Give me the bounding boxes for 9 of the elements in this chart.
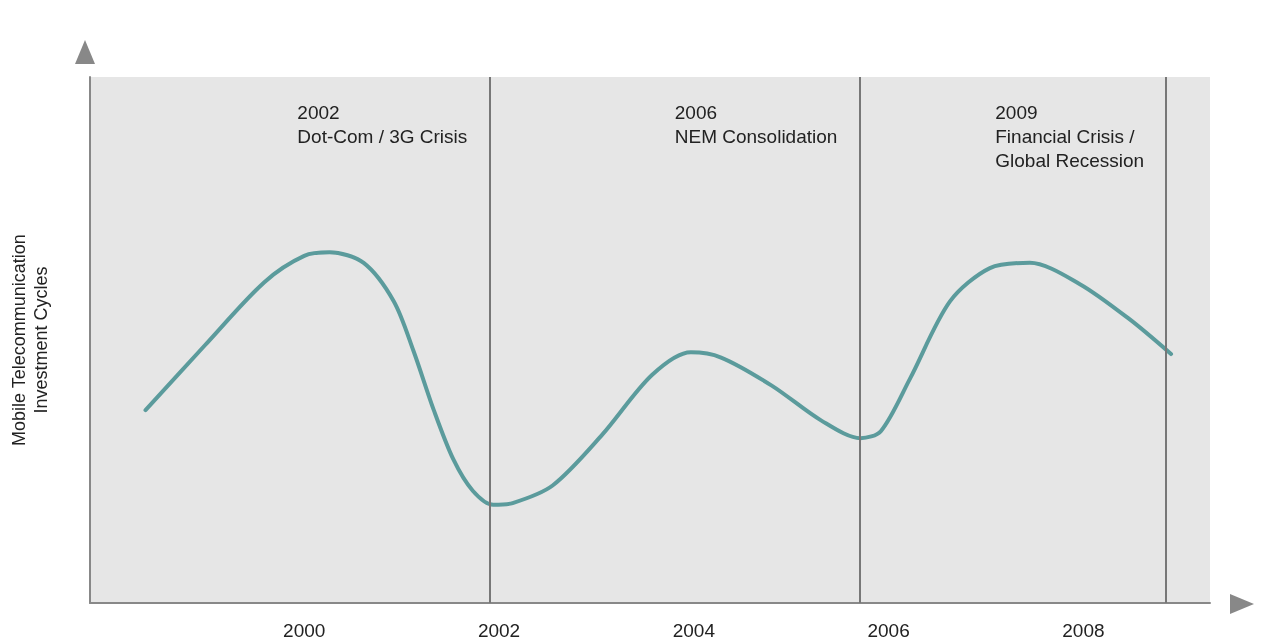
ref-line-label: 2006 NEM Consolidation (674, 101, 838, 147)
x-tick-label: 2004 (672, 620, 716, 641)
x-tick-label: 2006 (867, 620, 910, 641)
ref-line-label: 2009 Financial Crisis / Global Recession (995, 101, 1145, 171)
x-tick-label: 2000 (283, 620, 326, 641)
ref-line-label: 2002 Dot-Com / 3G Crisis (297, 101, 468, 147)
y-axis-title: Mobile Telecommunication Investment Cycles (9, 234, 51, 446)
x-tick-label: 2002 (477, 620, 521, 641)
x-tick-label: 2008 (1062, 620, 1105, 641)
